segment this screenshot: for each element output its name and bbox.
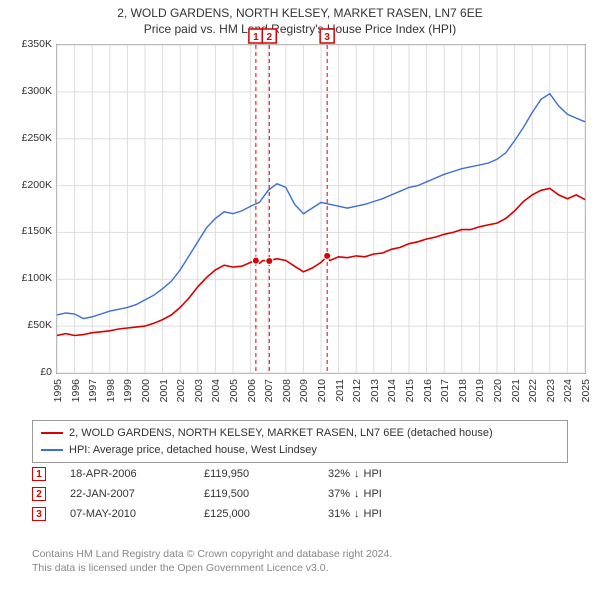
sale-delta-suffix: HPI [364,508,382,520]
x-tick-label: 2009 [298,379,310,402]
x-tick-label: 2011 [334,379,346,402]
x-tick-label: 2006 [246,379,258,402]
sale-delta-suffix: HPI [364,468,382,480]
x-tick-label: 2010 [316,379,328,402]
x-tick-label: 2020 [492,379,504,402]
chart-titles: 2, WOLD GARDENS, NORTH KELSEY, MARKET RA… [0,0,600,37]
x-tick-label: 2021 [510,379,522,402]
x-tick-label: 2000 [140,379,152,402]
x-tick-label: 1997 [87,379,99,402]
x-tick-label: 2015 [404,379,416,402]
footnote: Contains HM Land Registry data © Crown c… [32,548,568,575]
sale-price: £119,950 [204,468,304,480]
x-tick-label: 1995 [52,379,64,402]
x-tick-label: 2016 [422,379,434,402]
x-tick-label: 2002 [175,379,187,402]
legend-swatch-property [41,432,63,434]
chart-title-line2: Price paid vs. HM Land Registry's House … [0,22,600,38]
x-tick-label: 2001 [158,379,170,402]
svg-text:1: 1 [253,32,259,43]
x-tick-label: 2018 [457,379,469,402]
y-tick-label: £350K [8,38,52,50]
sale-row: 1 18-APR-2006 £119,950 32% ↓ HPI [32,464,568,484]
legend-row-property: 2, WOLD GARDENS, NORTH KELSEY, MARKET RA… [41,425,559,442]
sales-table: 1 18-APR-2006 £119,950 32% ↓ HPI 2 22-JAN-2007 £… [32,464,568,524]
sale-delta: 32% ↓ HPI [328,468,488,480]
x-tick-label: 2023 [545,379,557,402]
y-tick-label: £150K [8,225,52,237]
x-tick-label: 1999 [122,379,134,402]
legend-box: 2, WOLD GARDENS, NORTH KELSEY, MARKET RA… [32,420,568,463]
x-tick-label: 2008 [281,379,293,402]
x-tick-label: 2013 [369,379,381,402]
sale-row: 3 07-MAY-2010 £125,000 31% ↓ HPI [32,504,568,524]
sale-delta-pct: 32% [328,468,350,480]
x-tick-label: 1996 [70,379,82,402]
sale-date: 22-JAN-2007 [70,488,180,500]
sale-price: £119,500 [204,488,304,500]
sale-delta-pct: 37% [328,488,350,500]
y-tick-label: £100K [8,272,52,284]
x-tick-label: 2003 [193,379,205,402]
sale-date: 18-APR-2006 [70,468,180,480]
x-tick-label: 2019 [474,379,486,402]
x-tick-label: 2022 [527,379,539,402]
arrow-down-icon: ↓ [354,488,360,500]
sale-delta-pct: 31% [328,508,350,520]
x-tick-label: 1998 [105,379,117,402]
sale-delta-suffix: HPI [364,488,382,500]
y-tick-label: £300K [8,85,52,97]
svg-text:3: 3 [324,32,330,43]
sale-marker-box-3: 3 [320,29,334,43]
x-tick-label: 2017 [439,379,451,402]
legend-row-hpi: HPI: Average price, detached house, West… [41,442,559,459]
plot-area: 123 [56,44,586,374]
footnote-line1: Contains HM Land Registry data © Crown c… [32,548,568,562]
plot-svg: 123 [57,45,585,373]
sale-marker-icon: 1 [32,467,46,481]
chart-area: £0£50K£100K£150K£200K£250K£300K£350K 199… [8,44,592,404]
chart-title-line1: 2, WOLD GARDENS, NORTH KELSEY, MARKET RA… [0,6,600,22]
arrow-down-icon: ↓ [354,468,360,480]
x-tick-label: 2025 [580,379,592,402]
legend-swatch-hpi [41,449,63,451]
y-tick-label: £250K [8,132,52,144]
x-tick-label: 2014 [386,379,398,402]
page-root: 2, WOLD GARDENS, NORTH KELSEY, MARKET RA… [0,0,600,590]
sale-marker-icon: 3 [32,507,46,521]
legend-label-property: 2, WOLD GARDENS, NORTH KELSEY, MARKET RA… [69,425,493,442]
sale-marker-box-2: 2 [262,29,276,43]
x-tick-label: 2007 [263,379,275,402]
footnote-line2: This data is licensed under the Open Gov… [32,562,568,576]
sale-marker-box-1: 1 [249,29,263,43]
x-tick-label: 2004 [210,379,222,402]
x-tick-label: 2005 [228,379,240,402]
y-tick-label: £50K [8,319,52,331]
x-tick-label: 2024 [562,379,574,402]
sale-row: 2 22-JAN-2007 £119,500 37% ↓ HPI [32,484,568,504]
y-tick-label: £0 [8,366,52,378]
sale-price: £125,000 [204,508,304,520]
sale-marker-icon: 2 [32,487,46,501]
x-tick-label: 2012 [351,379,363,402]
sale-date: 07-MAY-2010 [70,508,180,520]
sale-delta: 37% ↓ HPI [328,488,488,500]
arrow-down-icon: ↓ [354,508,360,520]
sale-delta: 31% ↓ HPI [328,508,488,520]
legend-label-hpi: HPI: Average price, detached house, West… [69,442,317,459]
y-tick-label: £200K [8,179,52,191]
svg-text:2: 2 [266,32,272,43]
